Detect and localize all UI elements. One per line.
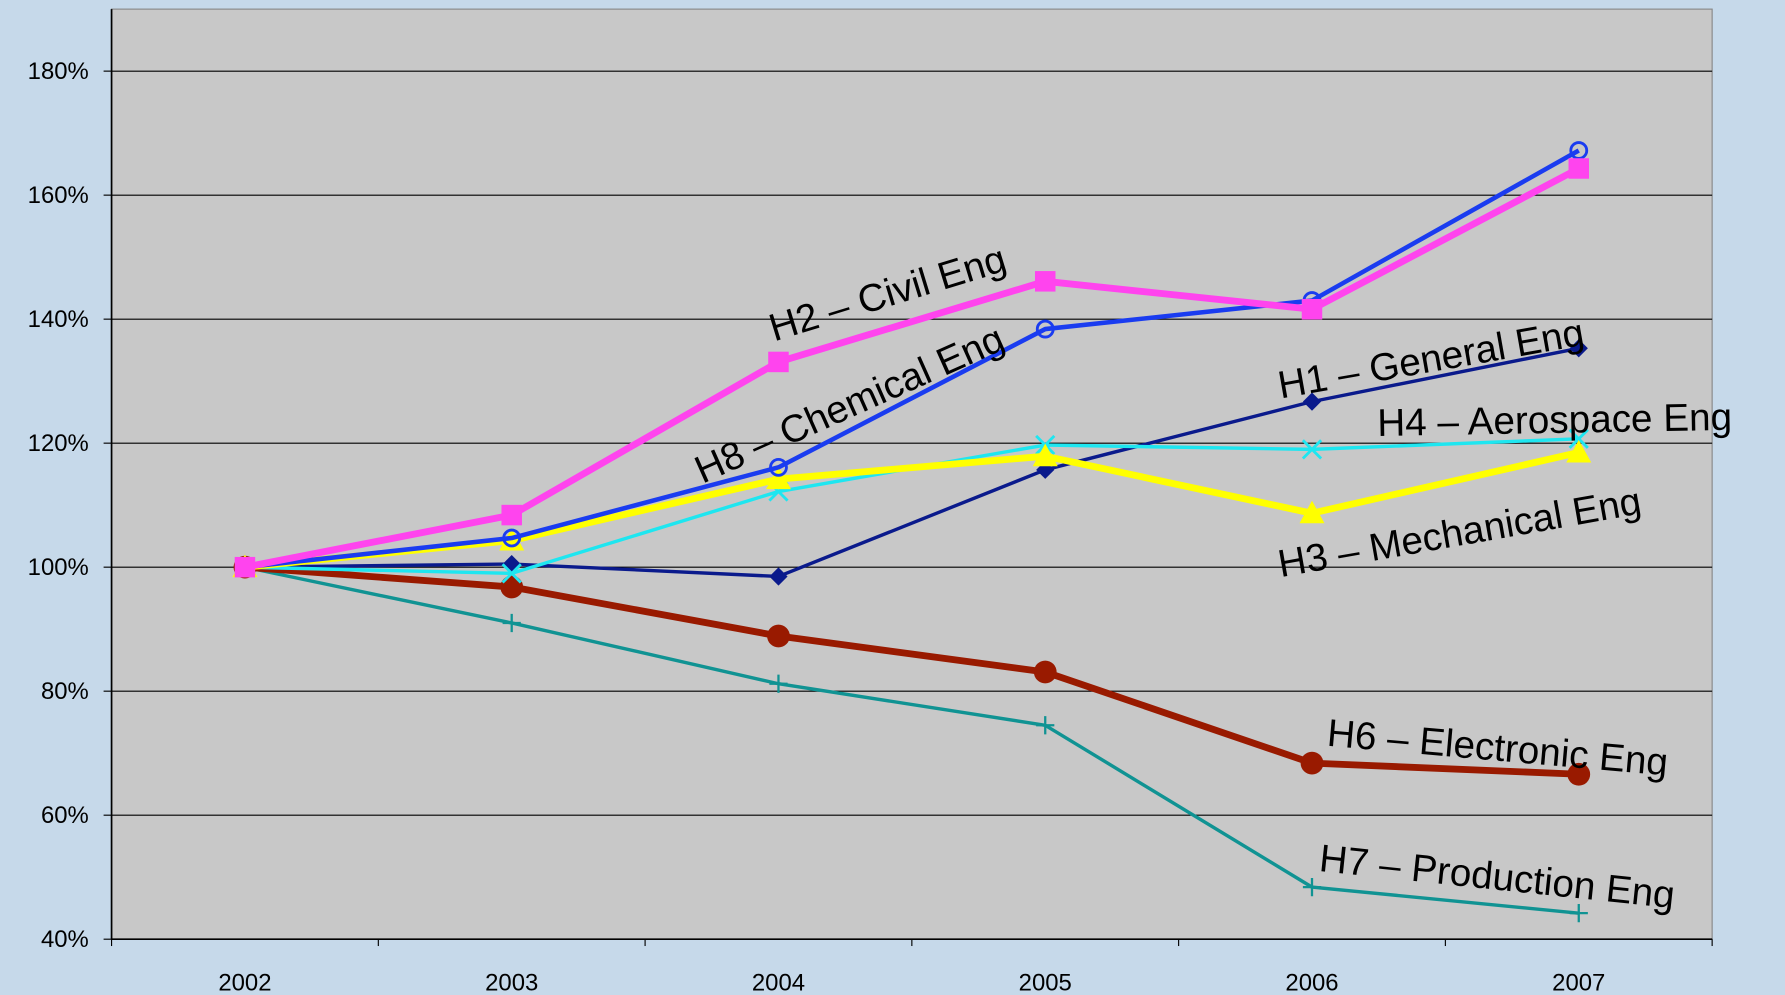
marker [1302, 878, 1322, 897]
series-label: H4 – Aerospace Eng [1377, 396, 1733, 445]
series-line [244, 565, 1579, 915]
y-tick-label: 60% [41, 802, 89, 829]
marker [1568, 428, 1589, 449]
marker [1034, 271, 1056, 292]
y-tick-label: 120% [28, 430, 89, 457]
series-line [244, 165, 1581, 571]
marker [1032, 443, 1058, 467]
y-tick-label: 40% [41, 926, 89, 953]
y-tick-label: 160% [28, 182, 89, 209]
series-line [244, 346, 1580, 579]
x-tick-label: 2002 [218, 969, 271, 995]
plot-area [110, 8, 1713, 940]
marker [1035, 319, 1055, 339]
y-tick-label: 140% [28, 306, 89, 333]
marker [1301, 439, 1323, 460]
marker [1036, 716, 1055, 735]
marker [769, 567, 788, 586]
series-line [244, 563, 1579, 778]
marker [769, 674, 788, 693]
series-line [244, 148, 1580, 570]
x-tick-label: 2004 [752, 969, 805, 995]
x-tick-label: 2007 [1552, 969, 1605, 995]
marker [502, 554, 521, 574]
marker [502, 528, 522, 548]
x-tick-label: 2005 [1019, 969, 1072, 995]
marker [769, 457, 788, 477]
y-tick-label: 180% [28, 58, 89, 85]
marker [1567, 762, 1591, 786]
marker [1299, 500, 1325, 524]
marker [1300, 751, 1324, 775]
y-tick-label: 80% [41, 678, 89, 705]
marker [500, 575, 524, 599]
x-tick-label: 2003 [485, 969, 538, 995]
marker [234, 556, 256, 578]
marker [1568, 158, 1590, 179]
marker [765, 466, 791, 490]
marker [501, 563, 522, 584]
marker [768, 351, 789, 373]
marker [1302, 392, 1322, 411]
x-tick-label: 2006 [1285, 969, 1338, 995]
marker [767, 624, 790, 648]
marker [1569, 904, 1588, 923]
y-tick-label: 100% [28, 554, 89, 581]
marker [1569, 339, 1588, 358]
marker [1033, 660, 1057, 684]
marker [1301, 298, 1323, 320]
marker [501, 504, 522, 526]
marker [502, 613, 521, 633]
marker [1566, 439, 1592, 463]
